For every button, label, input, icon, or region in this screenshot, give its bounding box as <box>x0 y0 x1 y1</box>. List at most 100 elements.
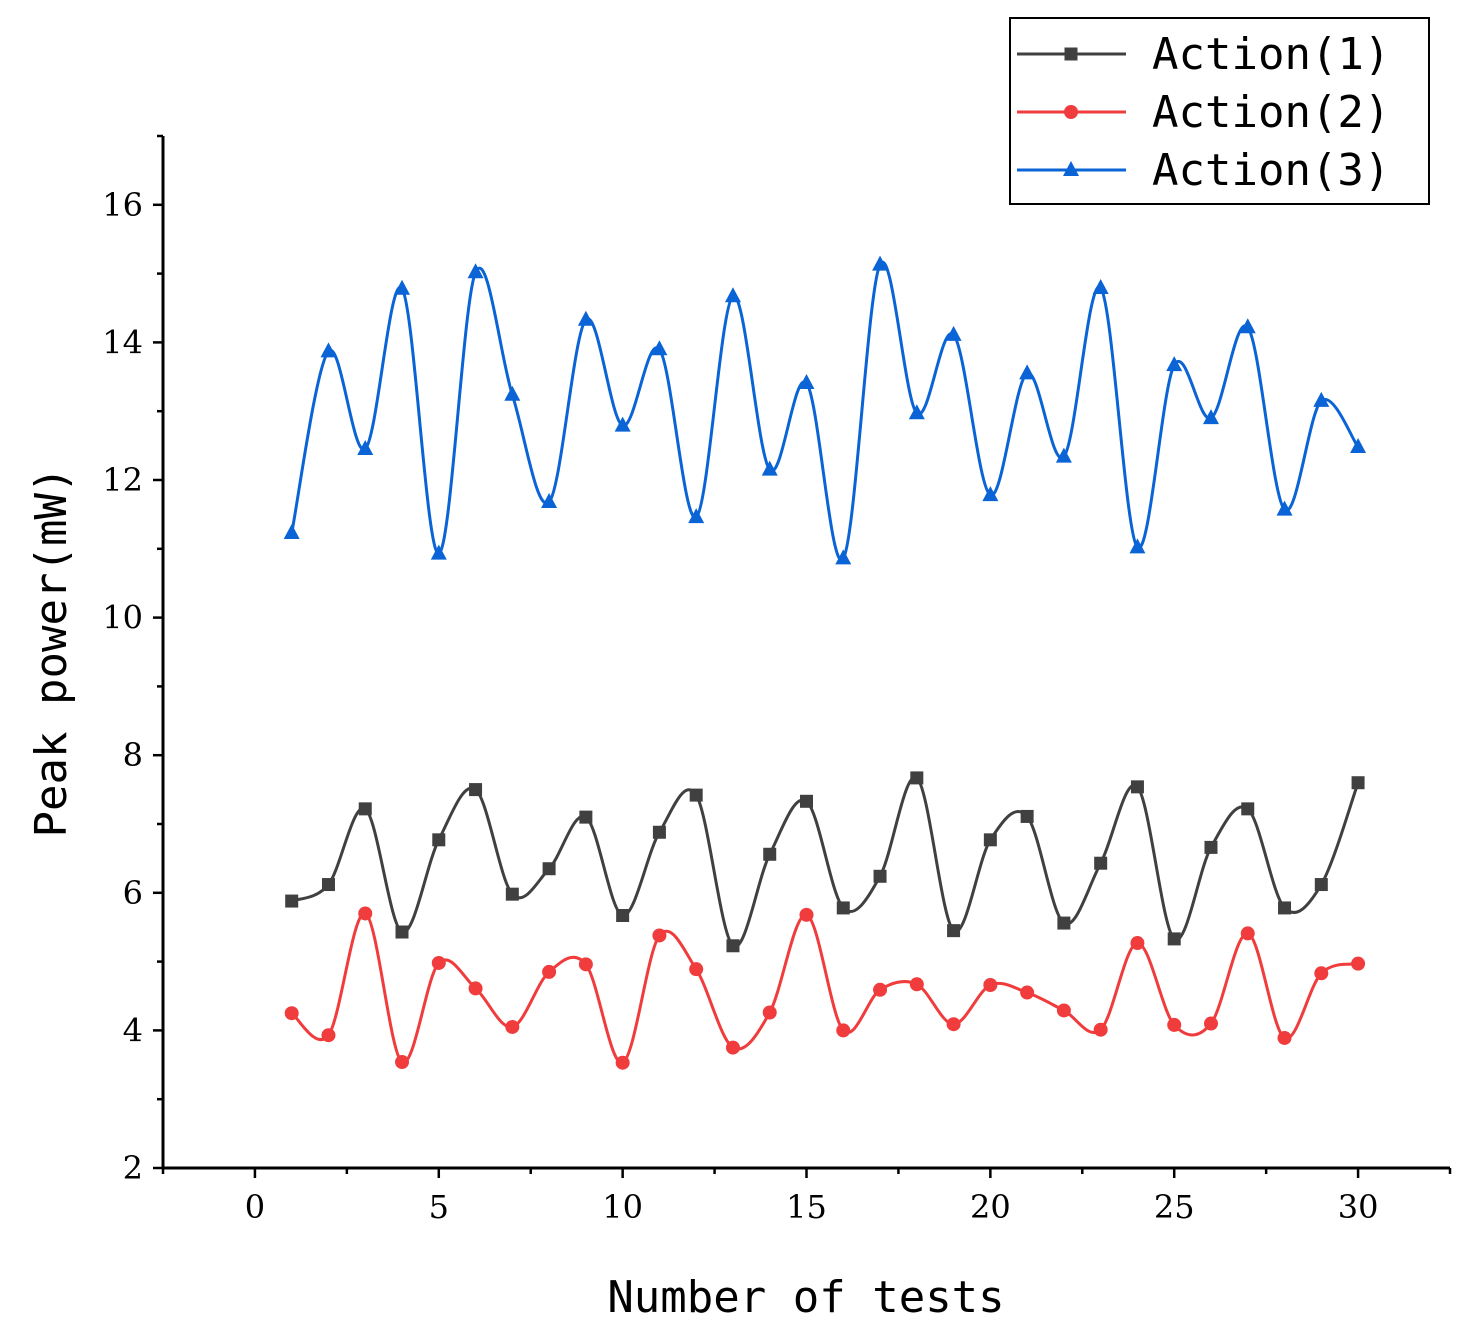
series-3-point <box>614 416 631 432</box>
x-tick-label: 0 <box>245 1188 265 1226</box>
x-tick-label: 30 <box>1338 1188 1379 1226</box>
series-1-point <box>873 869 887 883</box>
x-axis-title: Number of tests <box>607 1272 1004 1323</box>
series-2-point <box>1240 926 1255 941</box>
legend-label-3: Action(3) <box>1152 145 1390 196</box>
series-3 <box>283 255 1367 565</box>
series-1-point <box>1351 776 1365 790</box>
series-2-point <box>1056 1003 1071 1018</box>
series-1-point <box>910 771 924 785</box>
series-3-point <box>872 255 889 271</box>
series-3-point <box>1313 391 1330 407</box>
series-1-point <box>947 924 961 938</box>
series-2-point <box>321 1028 336 1043</box>
series-2-point <box>909 977 924 992</box>
series-3-point <box>577 310 594 326</box>
series-3-point <box>1092 279 1109 295</box>
series-3-point <box>467 263 484 279</box>
y-tick-label: 10 <box>102 599 143 637</box>
series-2-point <box>983 977 998 992</box>
series-3-point <box>541 493 558 509</box>
series-2-line <box>290 911 1359 1065</box>
series-3-point <box>394 279 411 295</box>
series-3-point <box>357 440 374 456</box>
series-2-point <box>836 1023 851 1038</box>
series-3-point <box>1166 356 1183 372</box>
series-1-point <box>432 833 446 847</box>
axes: 2 4 6 8 10 12 14 16 0 5 10 15 20 25 30 <box>102 134 1452 1226</box>
series-1 <box>285 771 1365 953</box>
series-1-point <box>395 925 409 939</box>
series-3-point <box>798 373 815 389</box>
series-3-point <box>651 340 668 356</box>
series-1-point <box>1057 916 1071 930</box>
y-tick-label: 14 <box>102 323 143 361</box>
series-3-point <box>908 404 925 420</box>
series-1-point <box>321 878 335 892</box>
series-1-point <box>763 847 777 861</box>
legend-label-2: Action(2) <box>1152 87 1390 138</box>
series-1-point <box>1130 780 1144 794</box>
legend-label-1: Action(1) <box>1152 29 1390 80</box>
series-3-point <box>1276 500 1293 516</box>
series-2 <box>284 906 1366 1070</box>
series-2-point <box>1167 1017 1182 1032</box>
series-2-point <box>468 981 483 996</box>
series-2-point <box>1020 985 1035 1000</box>
series-3-point <box>1350 437 1367 453</box>
y-tick-label: 8 <box>123 736 143 774</box>
legend-marker-2 <box>1064 105 1078 119</box>
series-2-point <box>542 964 557 979</box>
series-1-point <box>689 788 703 802</box>
series-1-point <box>652 825 666 839</box>
series-3-point <box>761 460 778 476</box>
series-1-point <box>1278 901 1292 915</box>
series-3-point <box>688 508 705 524</box>
series-3-point <box>1239 318 1256 334</box>
series-2-point <box>689 962 704 977</box>
series-1-point <box>1020 809 1034 823</box>
series-3-line <box>290 260 1360 562</box>
legend-marker-3 <box>1063 161 1079 176</box>
series-1-point <box>542 862 556 876</box>
y-tick-label: 4 <box>123 1011 143 1049</box>
series-2-point <box>725 1040 740 1055</box>
series-1-point <box>726 939 740 953</box>
x-tick-label: 25 <box>1154 1188 1195 1226</box>
series-1-point <box>505 887 519 901</box>
legend: Action(1) Action(2) Action(3) <box>1009 17 1430 205</box>
series-1-point <box>1204 840 1218 854</box>
series-3-point <box>283 523 300 539</box>
x-tick-label: 15 <box>786 1188 827 1226</box>
series-2-point <box>578 957 593 972</box>
y-axis-title: Peak power(mW) <box>26 467 77 838</box>
series-layer <box>283 255 1367 1070</box>
series-2-point <box>652 928 667 943</box>
series-1-point <box>1094 856 1108 870</box>
x-tick-label: 10 <box>602 1188 643 1226</box>
series-3-point <box>945 325 962 341</box>
series-2-point <box>284 1006 299 1021</box>
series-2-point <box>1277 1030 1292 1045</box>
x-tick-label: 20 <box>970 1188 1011 1226</box>
series-1-line <box>291 776 1360 948</box>
series-2-point <box>799 907 814 922</box>
series-1-point <box>983 833 997 847</box>
series-1-point <box>1167 932 1181 946</box>
series-3-point <box>1129 538 1146 554</box>
series-3-point <box>1202 409 1219 425</box>
y-tick-label: 6 <box>123 874 143 912</box>
series-1-point <box>358 802 372 816</box>
y-tick-label: 12 <box>102 461 143 499</box>
series-1-point <box>469 783 483 797</box>
series-3-point <box>1019 364 1036 380</box>
series-3-point <box>724 287 741 303</box>
series-2-point <box>946 1017 961 1032</box>
y-tick-label: 16 <box>102 186 143 224</box>
series-1-point <box>1314 878 1328 892</box>
y-tick-label: 2 <box>123 1149 143 1187</box>
series-3-point <box>835 549 852 565</box>
series-2-point <box>505 1019 520 1034</box>
series-2-point <box>358 906 373 921</box>
series-1-point <box>579 810 593 824</box>
